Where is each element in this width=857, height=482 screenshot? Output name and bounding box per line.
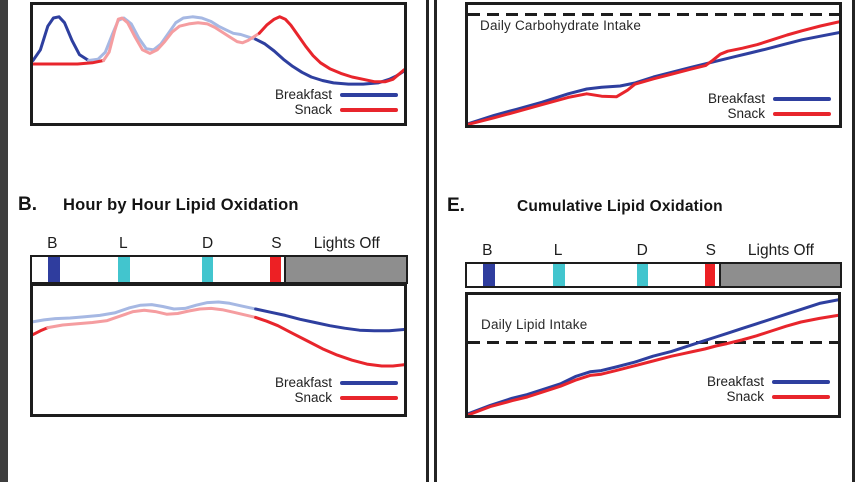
legend-row-snack: Snack bbox=[294, 391, 398, 405]
timeline-marker-lunch bbox=[553, 264, 566, 286]
legend-label-breakfast: Breakfast bbox=[706, 374, 764, 389]
timeline-bar-track bbox=[32, 257, 406, 282]
panel-b-timeline-bar bbox=[30, 255, 408, 284]
legend-label-breakfast: Breakfast bbox=[274, 87, 332, 102]
daily-lipid-intake-label: Daily Lipid Intake bbox=[481, 317, 588, 332]
legend-row-breakfast: Breakfast bbox=[275, 88, 398, 102]
timeline-marker-lunch bbox=[118, 257, 131, 282]
timeline-marker-snack bbox=[270, 257, 282, 282]
legend-label-breakfast: Breakfast bbox=[274, 375, 332, 390]
legend-row-breakfast: Breakfast bbox=[275, 376, 398, 390]
cumulative-lipid-curves bbox=[468, 298, 838, 415]
figure-left-border bbox=[0, 0, 8, 482]
cumulative-carb-curves bbox=[468, 20, 839, 125]
legend-line-breakfast bbox=[340, 93, 398, 97]
legend: Breakfast Snack bbox=[275, 376, 398, 405]
timeline-label-lights-off: Lights Off bbox=[313, 235, 380, 252]
legend-line-snack bbox=[773, 112, 831, 116]
figure-right-border bbox=[852, 0, 855, 482]
legend-row-snack: Snack bbox=[726, 390, 830, 404]
hourly-oxidation-curves bbox=[33, 15, 404, 86]
legend-row-breakfast: Breakfast bbox=[707, 375, 830, 389]
timeline-label-dinner: D bbox=[636, 242, 648, 259]
timeline-bar-track bbox=[467, 264, 840, 286]
legend-row-breakfast: Breakfast bbox=[708, 92, 831, 106]
timeline-label-lights-off: Lights Off bbox=[747, 242, 814, 259]
daily-lipid-intake-dashed-line bbox=[468, 341, 838, 344]
legend-label-breakfast: Breakfast bbox=[707, 91, 765, 106]
hourly-lipid-curves bbox=[33, 300, 404, 368]
legend-line-breakfast bbox=[772, 380, 830, 384]
timeline-label-lunch: L bbox=[553, 242, 563, 259]
timeline-label-breakfast: B bbox=[47, 235, 58, 252]
timeline-label-snack: S bbox=[705, 242, 716, 259]
legend: Breakfast Snack bbox=[275, 88, 398, 117]
legend-line-breakfast bbox=[340, 381, 398, 385]
timeline-marker-dinner bbox=[202, 257, 214, 282]
legend: Breakfast Snack bbox=[708, 92, 831, 121]
panel-e-title: Cumulative Lipid Oxidation bbox=[517, 198, 723, 215]
timeline-marker-snack bbox=[704, 264, 716, 286]
column-divider-left bbox=[426, 0, 429, 482]
panel-b-timeline-labels: B L D S Lights Off bbox=[30, 230, 408, 253]
legend-label-snack: Snack bbox=[294, 102, 332, 117]
lights-off-region bbox=[718, 264, 840, 286]
lights-off-region bbox=[284, 257, 406, 282]
timeline-marker-breakfast bbox=[483, 264, 495, 286]
daily-carb-intake-dashed-line bbox=[468, 13, 839, 16]
cumulative-carb-chart-box: Daily Carbohydrate Intake Breakfast Snac… bbox=[465, 2, 842, 128]
timeline-label-breakfast: B bbox=[482, 242, 493, 259]
panel-e-timeline-bar bbox=[465, 262, 842, 288]
timeline-label-dinner: D bbox=[202, 235, 214, 252]
legend-row-snack: Snack bbox=[294, 103, 398, 117]
legend-label-snack: Snack bbox=[294, 390, 332, 405]
legend-line-snack bbox=[772, 395, 830, 399]
legend-label-snack: Snack bbox=[726, 389, 764, 404]
legend-label-snack: Snack bbox=[727, 106, 765, 121]
legend-row-snack: Snack bbox=[727, 107, 831, 121]
hourly-lipid-chart-box: Breakfast Snack bbox=[30, 283, 407, 417]
panel-letter-e: E. bbox=[447, 195, 465, 216]
daily-carb-intake-label: Daily Carbohydrate Intake bbox=[480, 18, 642, 33]
timeline-marker-breakfast bbox=[48, 257, 61, 282]
legend-line-breakfast bbox=[773, 97, 831, 101]
timeline-label-lunch: L bbox=[119, 235, 128, 252]
legend: Breakfast Snack bbox=[707, 375, 830, 404]
cumulative-lipid-chart-box: Daily Lipid Intake Breakfast Snack bbox=[465, 292, 841, 418]
hourly-oxidation-chart-box: Breakfast Snack bbox=[30, 2, 407, 126]
panel-letter-b: B. bbox=[18, 194, 37, 215]
column-divider-right bbox=[434, 0, 437, 482]
legend-line-snack bbox=[340, 108, 398, 112]
timeline-label-snack: S bbox=[271, 235, 282, 252]
panel-e-timeline-labels: B L D S Lights Off bbox=[465, 237, 842, 260]
panel-b-title: Hour by Hour Lipid Oxidation bbox=[63, 196, 299, 214]
legend-line-snack bbox=[340, 396, 398, 400]
timeline-marker-dinner bbox=[636, 264, 648, 286]
